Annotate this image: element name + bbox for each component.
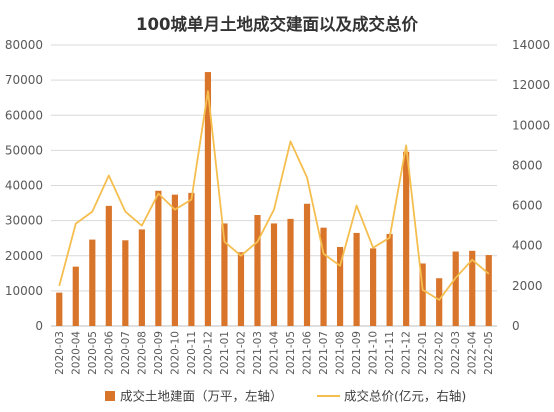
bar <box>436 278 443 326</box>
x-tick-label: 2021-04 <box>269 331 281 375</box>
x-tick-label: 2020-12 <box>202 331 214 375</box>
bar <box>105 205 112 326</box>
bar <box>254 215 261 326</box>
bar <box>320 227 327 326</box>
x-tick-label: 2021-07 <box>318 331 330 375</box>
left-tick-label: 80000 <box>5 38 43 52</box>
x-tick-label: 2020-07 <box>120 331 132 375</box>
bar <box>336 246 344 326</box>
x-tick-label: 2021-02 <box>235 331 247 375</box>
x-tick-label: 2021-11 <box>384 331 396 375</box>
legend: 成交土地建面（万平，左轴） 成交总价(亿元，右轴) <box>105 389 466 404</box>
x-tick-label: 2020-05 <box>87 331 99 375</box>
left-tick-label: 30000 <box>5 214 43 228</box>
x-tick-label: 2022-03 <box>450 331 462 375</box>
bar <box>72 266 79 326</box>
x-tick-label: 2022-04 <box>467 331 479 375</box>
bar <box>452 251 459 326</box>
bar <box>303 203 311 326</box>
right-tick-label: 0 <box>512 319 520 333</box>
x-tick-label: 2022-02 <box>434 331 446 375</box>
left-tick-label: 70000 <box>5 73 43 87</box>
bar <box>221 223 228 326</box>
left-tick-label: 10000 <box>5 284 43 298</box>
x-tick-label: 2021-05 <box>285 331 297 375</box>
x-tick-label: 2021-12 <box>401 331 413 375</box>
bar <box>56 292 63 326</box>
legend-swatch-bar <box>105 391 115 401</box>
bar <box>403 151 410 326</box>
legend-label-line: 成交总价(亿元，右轴) <box>344 389 466 404</box>
x-tick-label: 2020-03 <box>54 331 66 375</box>
x-tick-label: 2020-08 <box>136 331 148 375</box>
bar <box>188 192 195 326</box>
bar <box>138 229 145 326</box>
bar-series <box>56 72 492 326</box>
x-tick-label: 2022-01 <box>417 331 429 375</box>
right-tick-label: 14000 <box>512 38 550 52</box>
right-tick-label: 10000 <box>512 118 550 132</box>
x-axis: 2020-03 2020-04 2020-05 2020-06 2020-07 2020-… <box>54 331 495 375</box>
bar <box>485 255 492 326</box>
left-tick-label: 60000 <box>5 108 43 122</box>
x-tick-label: 2020-11 <box>186 331 198 375</box>
left-tick-label: 40000 <box>5 179 43 193</box>
line-series-path <box>58 90 490 301</box>
bar <box>171 194 178 326</box>
x-tick-label: 2020-06 <box>103 331 115 375</box>
bar <box>155 190 162 326</box>
bar <box>419 263 426 326</box>
left-tick-label: 50000 <box>5 143 43 157</box>
x-tick-label: 2021-03 <box>252 331 264 375</box>
right-tick-label: 4000 <box>512 239 543 253</box>
right-tick-label: 12000 <box>512 78 550 92</box>
right-axis: 0 2000 4000 6000 8000 10000 12000 14000 <box>512 38 550 333</box>
right-tick-label: 8000 <box>512 158 543 172</box>
right-tick-label: 6000 <box>512 199 543 213</box>
left-axis: 0 10000 20000 30000 40000 50000 60000 70000 8000… <box>5 38 43 333</box>
bar <box>287 218 294 326</box>
legend-label-bar: 成交土地建面（万平，左轴） <box>120 389 283 404</box>
bar <box>386 233 393 326</box>
x-tick-label: 2021-01 <box>219 331 231 375</box>
x-tick-label: 2021-08 <box>335 331 347 375</box>
left-tick-label: 20000 <box>5 249 43 263</box>
line-series <box>58 90 490 301</box>
bar <box>204 72 212 326</box>
bar <box>237 252 245 326</box>
bar <box>89 239 96 326</box>
bar <box>122 240 129 326</box>
chart-title: 100城单月土地成交建面以及成交总价 <box>136 14 418 34</box>
bar <box>370 248 377 326</box>
right-tick-label: 2000 <box>512 279 543 293</box>
x-tick-label: 2020-10 <box>169 331 181 375</box>
x-tick-label: 2021-09 <box>351 331 363 375</box>
x-tick-label: 2021-10 <box>368 331 380 375</box>
left-tick-label: 0 <box>35 319 43 333</box>
x-tick-label: 2021-06 <box>302 331 314 375</box>
bar <box>270 223 278 326</box>
x-tick-label: 2020-09 <box>153 331 165 375</box>
x-tick-label: 2022-05 <box>483 331 495 375</box>
bar <box>353 232 360 326</box>
x-tick-label: 2020-04 <box>70 331 82 375</box>
bar <box>469 250 476 326</box>
